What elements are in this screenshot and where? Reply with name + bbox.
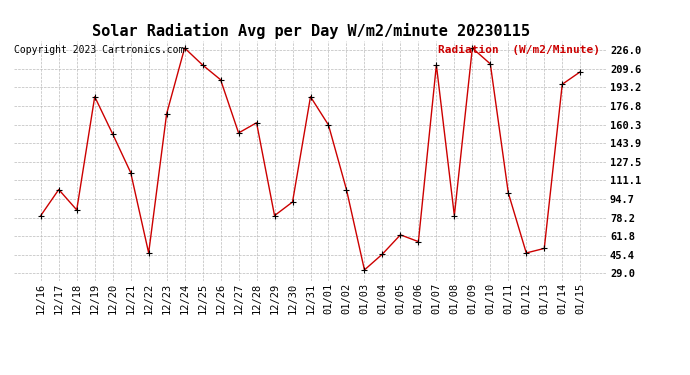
Text: Copyright 2023 Cartronics.com: Copyright 2023 Cartronics.com [14,45,184,55]
Title: Solar Radiation Avg per Day W/m2/minute 20230115: Solar Radiation Avg per Day W/m2/minute … [92,23,529,39]
Text: Radiation  (W/m2/Minute): Radiation (W/m2/Minute) [438,45,600,55]
